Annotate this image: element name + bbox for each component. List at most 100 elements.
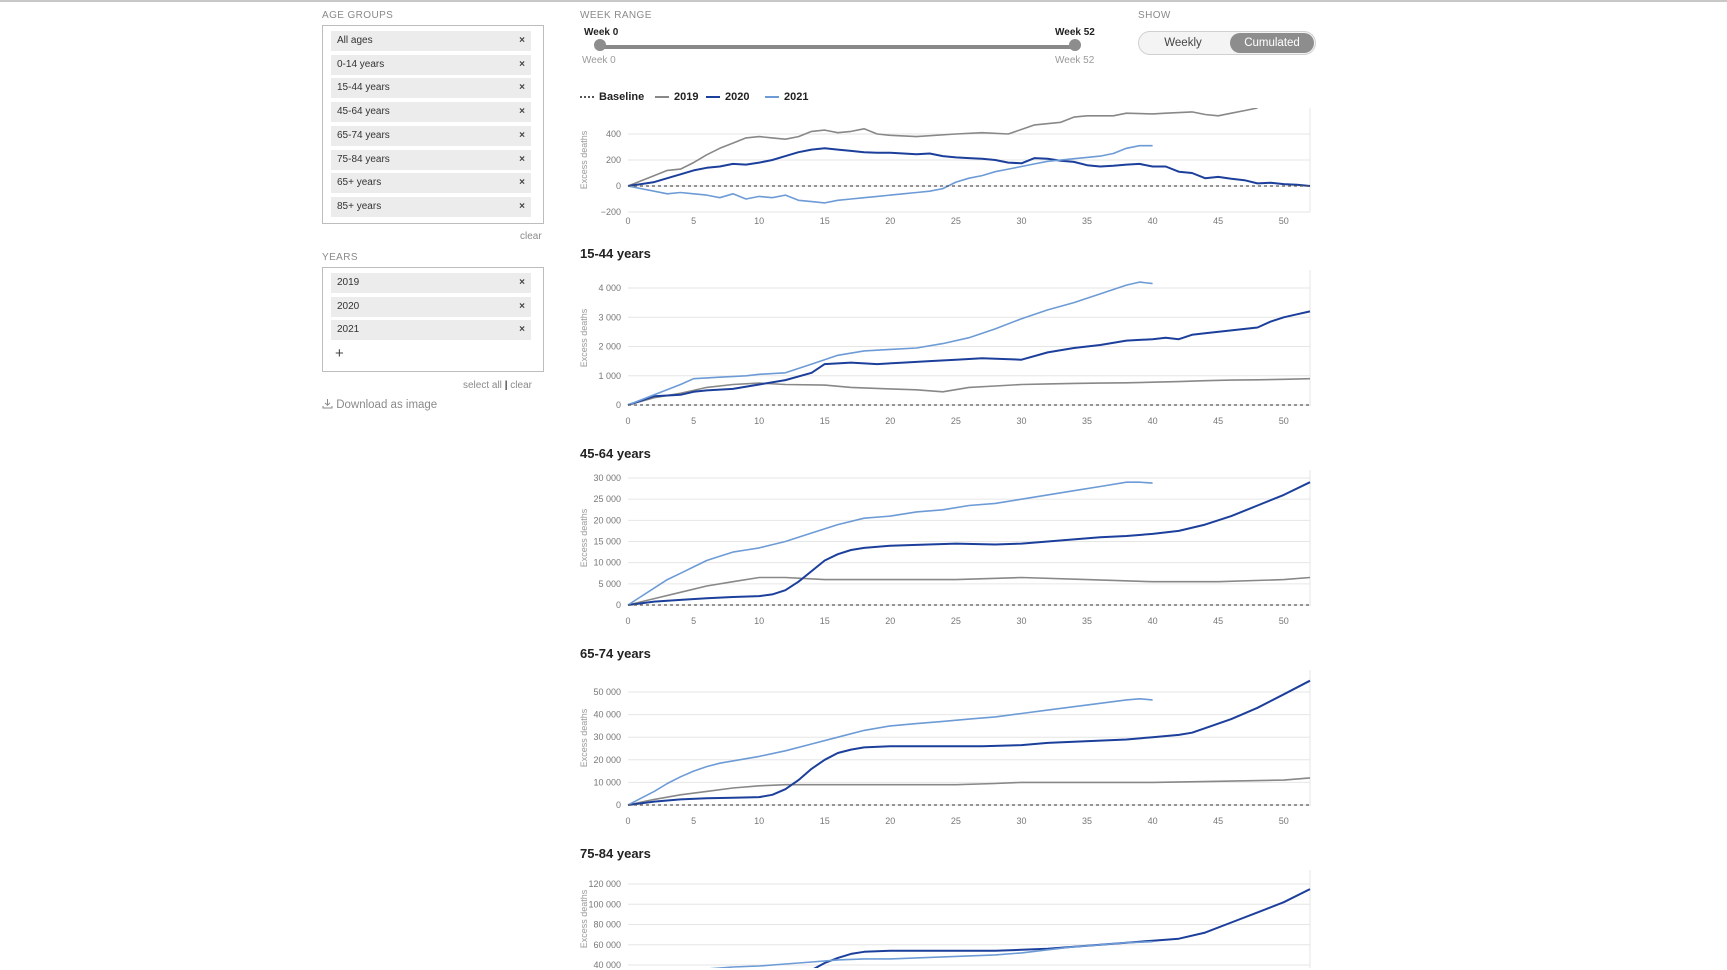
week-end-handle[interactable] (1069, 39, 1081, 51)
age-group-tag-label: 75-84 years (337, 153, 390, 165)
series-line-2020 (627, 481, 1311, 606)
y-tick-label: 0 (616, 800, 621, 810)
x-tick-label: 20 (885, 816, 895, 826)
x-tick-label: 50 (1279, 616, 1289, 626)
series-line-2021 (627, 281, 1153, 406)
show-label: SHOW (1138, 10, 1171, 21)
age-group-tag-label: All ages (337, 35, 373, 46)
x-tick-label: 25 (951, 616, 961, 626)
chart-panel: 0 10 000 20 000 30 000 40 000 50 000 0 5 10 15 20 2… (579, 670, 1311, 826)
x-tick-label: 50 (1279, 216, 1289, 226)
y-tick-label: 20 000 (593, 515, 621, 525)
remove-tag-icon[interactable]: × (519, 82, 525, 94)
age-group-tag-label: 85+ years (337, 200, 382, 212)
x-tick-label: 10 (754, 216, 764, 226)
chart-title-75-84: 75-84 years (580, 846, 651, 861)
y-tick-label: −200 (601, 207, 621, 217)
x-tick-label: 15 (820, 616, 830, 626)
remove-tag-icon[interactable]: × (519, 153, 525, 165)
years-select[interactable]: 2019 × 2020 × 2021 × + (322, 267, 544, 372)
x-tick-label: 35 (1082, 816, 1092, 826)
y-tick-label: 2 000 (598, 342, 621, 352)
select-all-link[interactable]: select all (463, 380, 502, 391)
series-group (627, 281, 1311, 406)
x-tick-label: 45 (1213, 416, 1223, 426)
x-tick-label: 45 (1213, 216, 1223, 226)
years-clear-link[interactable]: clear (510, 380, 532, 391)
y-tick-label: 20 000 (593, 755, 621, 765)
download-image-link[interactable]: Download as image (322, 398, 437, 411)
chart-title-45-64: 45-64 years (580, 446, 651, 461)
x-tick-label: 20 (885, 416, 895, 426)
y-tick-label: 25 000 (593, 494, 621, 504)
y-axis-title: Excess deaths (579, 508, 589, 567)
week-end-value: Week 52 (1055, 27, 1095, 38)
age-group-tag[interactable]: 0-14 years × (331, 54, 531, 75)
age-groups-select[interactable]: All ages × 0-14 years × 15-44 years × 45-64 ye… (322, 25, 544, 224)
year-tag[interactable]: 2020 × (331, 296, 531, 317)
y-tick-label: 50 000 (593, 687, 621, 697)
remove-tag-icon[interactable]: × (519, 106, 525, 118)
x-tick-label: 50 (1279, 416, 1289, 426)
age-group-tag[interactable]: 65+ years × (331, 173, 531, 194)
remove-tag-icon[interactable]: × (519, 35, 525, 46)
x-tick-label: 40 (1148, 416, 1158, 426)
y-tick-label: 4 000 (598, 283, 621, 293)
years-actions: select all | clear (463, 380, 532, 391)
age-group-tag[interactable]: All ages × (331, 31, 531, 51)
year-tag[interactable]: 2021 × (331, 320, 531, 341)
y-tick-label: 80 000 (593, 920, 621, 930)
x-tick-label: 25 (951, 816, 961, 826)
week-start-value: Week 0 (584, 27, 619, 38)
age-group-tag[interactable]: 15-44 years × (331, 78, 531, 99)
legend-label: Baseline (599, 91, 645, 103)
x-tick-label: 40 (1148, 616, 1158, 626)
x-tick-label: 20 (885, 616, 895, 626)
remove-tag-icon[interactable]: × (519, 177, 525, 189)
remove-tag-icon[interactable]: × (519, 277, 525, 288)
y-tick-label: 1 000 (598, 371, 621, 381)
remove-tag-icon[interactable]: × (519, 58, 525, 70)
age-group-tag-label: 15-44 years (337, 82, 390, 94)
download-icon (322, 399, 333, 409)
week-start-handle[interactable] (594, 39, 606, 51)
y-tick-label: 400 (606, 129, 621, 139)
x-tick-label: 0 (625, 616, 630, 626)
y-tick-label: 0 (616, 600, 621, 610)
legend-label: 2019 (674, 91, 699, 103)
week-range-track[interactable] (600, 45, 1075, 49)
age-group-tag[interactable]: 65-74 years × (331, 125, 531, 146)
add-year-icon[interactable]: + (335, 345, 344, 363)
legend-swatch (765, 96, 779, 98)
remove-tag-icon[interactable]: × (519, 300, 525, 312)
x-tick-label: 35 (1082, 616, 1092, 626)
y-tick-label: 30 000 (593, 732, 621, 742)
remove-tag-icon[interactable]: × (519, 129, 525, 141)
legend-swatch (655, 96, 669, 98)
x-tick-label: 15 (820, 416, 830, 426)
show-toggle[interactable]: Weekly Cumulated (1138, 31, 1316, 55)
age-group-tag[interactable]: 45-64 years × (331, 102, 531, 123)
remove-tag-icon[interactable]: × (519, 324, 525, 336)
year-tag[interactable]: 2019 × (331, 273, 531, 293)
cumulated-option[interactable]: Cumulated (1230, 33, 1314, 53)
series-line-2019 (627, 576, 1311, 606)
series-line-2020 (627, 147, 1311, 187)
x-tick-label: 30 (1016, 816, 1026, 826)
weekly-option[interactable]: Weekly (1164, 37, 1202, 49)
series-line-2019 (627, 377, 1311, 406)
y-tick-label: 40 000 (593, 710, 621, 720)
x-tick-label: 5 (691, 216, 696, 226)
year-tag-label: 2021 (337, 324, 360, 336)
x-tick-label: 0 (625, 216, 630, 226)
age-group-tag-label: 65+ years (337, 177, 382, 189)
y-tick-label: 30 000 (593, 473, 621, 483)
chart-title-65-74: 65-74 years (580, 646, 651, 661)
age-group-tag[interactable]: 85+ years × (331, 196, 531, 217)
remove-tag-icon[interactable]: × (519, 200, 525, 212)
age-clear-link[interactable]: clear (520, 231, 542, 242)
x-tick-label: 15 (820, 816, 830, 826)
age-group-tag[interactable]: 75-84 years × (331, 149, 531, 170)
x-tick-label: 40 (1148, 216, 1158, 226)
